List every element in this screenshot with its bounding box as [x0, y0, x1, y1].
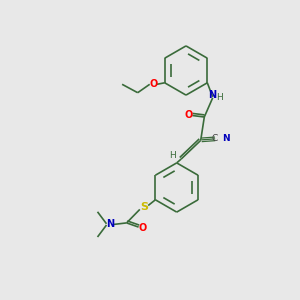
Text: S: S: [140, 202, 148, 212]
Text: O: O: [149, 79, 158, 89]
Text: N: N: [208, 90, 216, 100]
Text: H: H: [169, 152, 176, 160]
Text: O: O: [184, 110, 193, 120]
Text: N: N: [106, 219, 114, 230]
Text: O: O: [138, 223, 146, 233]
Text: C: C: [212, 134, 218, 143]
Text: N: N: [223, 134, 230, 143]
Text: H: H: [216, 93, 223, 102]
